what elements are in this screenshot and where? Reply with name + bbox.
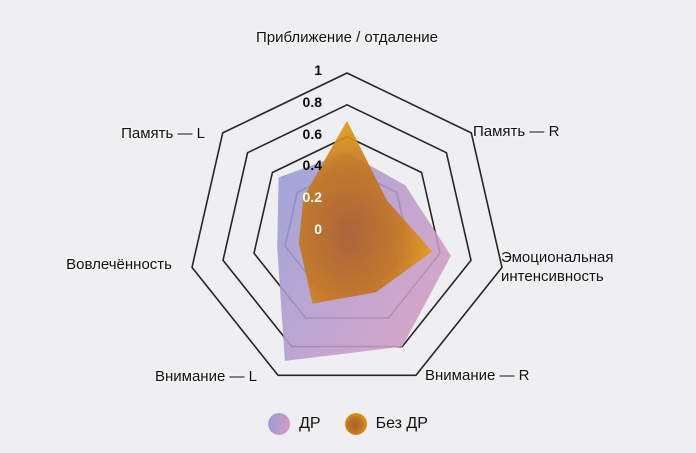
legend-item-dr: ДР: [268, 413, 321, 435]
legend: ДР Без ДР: [268, 413, 428, 435]
legend-swatch-dr-icon: [268, 413, 291, 435]
legend-item-bez-dr: Без ДР: [344, 413, 428, 435]
axis-label-memory-r: Память — R: [473, 123, 560, 140]
tick-label-0-4: 0.4: [302, 157, 322, 174]
legend-label-dr: ДР: [299, 415, 321, 432]
tick-label-0: 0: [314, 221, 322, 237]
axis-label-emotional-intensity: Эмоциональная интенсивность: [501, 249, 614, 285]
tick-label-0-8: 0.8: [302, 93, 322, 110]
tick-label-0-2: 0.2: [302, 189, 322, 206]
axis-label-attention-r: Внимание — R: [425, 367, 530, 384]
axis-label-attention-l: Внимание — L: [154, 368, 257, 385]
axis-label-zoom: Приближение / отдаление: [255, 29, 439, 46]
legend-swatch-bez-dr-icon: [344, 413, 367, 435]
tick-label-1: 1: [314, 62, 322, 78]
axis-label-memory-l: Память — L: [121, 125, 205, 142]
axis-label-engagement: Вовлечённость: [66, 256, 172, 273]
grid-ring: [191, 72, 503, 377]
legend-label-bez-dr: Без ДР: [375, 415, 428, 432]
series-area-bez-dr: [298, 120, 433, 304]
tick-label-0-6: 0.6: [302, 125, 322, 142]
